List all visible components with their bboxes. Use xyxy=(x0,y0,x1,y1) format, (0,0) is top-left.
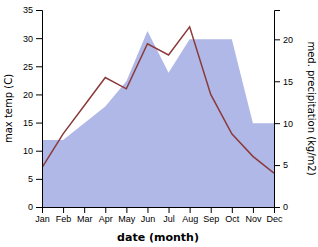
plot: JanFebMarAprMayJunJulAugSepOctNovDec0510… xyxy=(23,5,293,224)
y-axis-title: max temp (C) xyxy=(3,74,14,143)
tick: 25 xyxy=(23,62,42,72)
tick: Nov xyxy=(245,207,262,224)
tick: May xyxy=(118,207,136,224)
tick: 15 xyxy=(274,77,293,87)
tick-label: Jun xyxy=(141,214,156,224)
tick-label: 35 xyxy=(23,5,33,15)
tick-mark xyxy=(274,165,280,166)
tick: Jun xyxy=(141,207,156,224)
axis-line xyxy=(275,11,281,208)
tick-mark xyxy=(36,179,42,180)
tick-mark xyxy=(105,207,106,213)
tick-mark xyxy=(274,81,280,82)
tick: 0 xyxy=(28,202,42,212)
tick: 0 xyxy=(274,202,288,212)
tick-mark xyxy=(36,94,42,95)
tick-mark xyxy=(36,66,42,67)
tick-mark xyxy=(36,38,42,39)
tick: Jan xyxy=(35,207,50,224)
tick: 30 xyxy=(23,34,42,44)
chart: JanFebMarAprMayJunJulAugSepOctNovDec0510… xyxy=(0,0,318,247)
marks xyxy=(42,27,274,207)
tick-mark xyxy=(36,151,42,152)
tick-label: 15 xyxy=(23,118,33,128)
tick-mark xyxy=(274,39,280,40)
tick: Aug xyxy=(182,207,198,224)
tick-label: 20 xyxy=(23,90,33,100)
tick-label: Jul xyxy=(163,214,175,224)
tick: 35 xyxy=(23,5,42,15)
x-axis: Jan Feb Mar Apr May Jun Jul Aug Sep Oct Nov Dec xyxy=(35,207,283,224)
x-axis-title: date (month) xyxy=(117,231,199,244)
tick-label: 30 xyxy=(23,34,33,44)
tick: Sep xyxy=(203,207,219,224)
tick-label: Mar xyxy=(77,214,93,224)
tick-mark xyxy=(232,207,233,213)
tick: 20 xyxy=(274,35,293,45)
tick-label: Jan xyxy=(35,214,50,224)
tick-mark xyxy=(84,207,85,213)
tick-mark xyxy=(147,207,148,213)
tick-label: 25 xyxy=(23,62,33,72)
tick-label: 15 xyxy=(283,77,293,87)
tick-label: 5 xyxy=(283,160,288,170)
tick: 5 xyxy=(274,160,288,170)
tick-mark xyxy=(190,207,191,213)
tick-label: Apr xyxy=(99,214,113,224)
tick: Jul xyxy=(163,207,175,224)
tick-mark xyxy=(126,207,127,213)
tick: Feb xyxy=(56,207,72,224)
tick-label: May xyxy=(118,214,136,224)
y-axis: 0 5 10 15 20 25 30 35 xyxy=(23,5,43,212)
tick-label: 10 xyxy=(283,119,293,129)
tick-label: Sep xyxy=(203,214,219,224)
tick: Mar xyxy=(77,207,93,224)
tick-mark xyxy=(274,207,280,208)
y2-axis: 0 5 10 15 20 xyxy=(274,11,293,213)
axis-line xyxy=(43,208,275,214)
tick-label: 0 xyxy=(28,202,33,212)
tick-mark xyxy=(169,207,170,213)
tick: 10 xyxy=(274,119,293,129)
tick-mark xyxy=(253,207,254,213)
tick-label: 10 xyxy=(23,146,33,156)
y2-axis-title: med. precipitation (kg/m2) xyxy=(306,41,317,175)
tick-mark xyxy=(63,207,64,213)
tick: 5 xyxy=(28,174,42,184)
tick-label: 0 xyxy=(283,202,288,212)
axis-line xyxy=(36,11,43,208)
tick: Apr xyxy=(99,207,113,224)
area xyxy=(42,31,274,207)
tick-label: Oct xyxy=(225,214,240,224)
tick-label: Nov xyxy=(245,214,262,224)
tick-mark xyxy=(36,10,42,11)
tick: 15 xyxy=(23,118,42,128)
tick-mark xyxy=(274,123,280,124)
tick-mark xyxy=(211,207,212,213)
tick-label: Dec xyxy=(266,214,283,224)
tick-label: 5 xyxy=(28,174,33,184)
tick-mark xyxy=(36,207,42,208)
tick: 20 xyxy=(23,90,42,100)
line xyxy=(42,27,274,173)
tick-mark xyxy=(36,123,42,124)
tick-label: 20 xyxy=(283,35,293,45)
tick-label: Aug xyxy=(182,214,198,224)
tick: 10 xyxy=(23,146,42,156)
tick-label: Feb xyxy=(56,214,72,224)
tick: Dec xyxy=(266,207,283,224)
tick: Oct xyxy=(225,207,240,224)
